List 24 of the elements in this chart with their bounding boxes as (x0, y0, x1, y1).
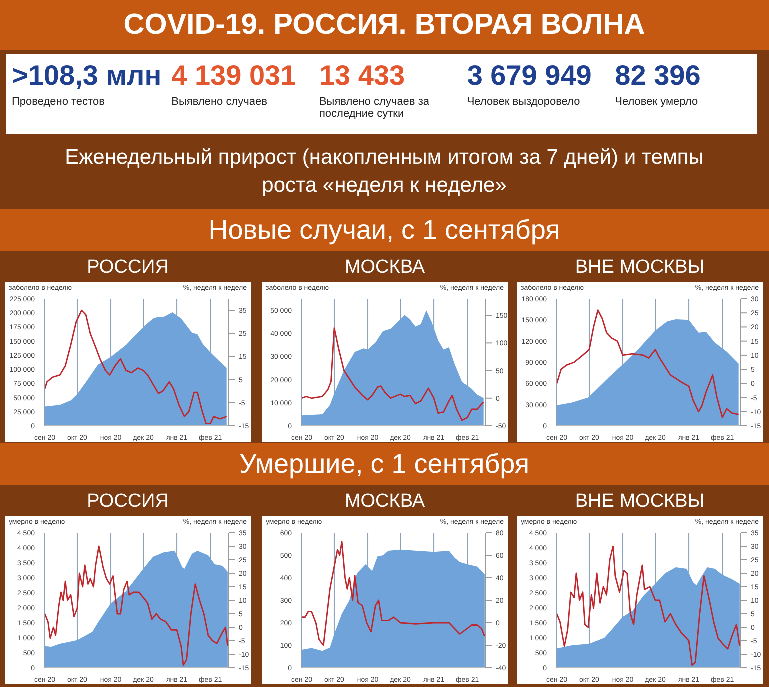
text: Человек выздоровело (467, 96, 582, 108)
text: Человек умерло (615, 96, 700, 108)
text: 13 433 (319, 60, 406, 92)
text: Выявлено случаев (172, 96, 268, 108)
text: Проведено тестов (12, 96, 106, 108)
line-series (302, 541, 486, 646)
line-series (557, 310, 740, 418)
chart-title: МОСКВА (262, 489, 508, 514)
line-series (302, 328, 485, 422)
text: Выявлено случаев за последние сутки (319, 96, 430, 120)
text: >108,3 млн (12, 60, 162, 92)
text: COVID-19. РОССИЯ. ВТОРАЯ ВОЛНА (0, 0, 769, 50)
text: Умершие, с 1 сентября (0, 443, 769, 485)
text: Еженедельный прирост (накопленным итогом за 7 дней) и темпы роста «неделя к неделе» (0, 139, 769, 205)
text: 3 679 949 (467, 60, 593, 92)
line-series (557, 546, 741, 666)
chart-title: ВНЕ МОСКВЫ (517, 255, 763, 280)
chart-title: МОСКВА (262, 255, 508, 280)
chart-title: ВНЕ МОСКВЫ (517, 489, 763, 514)
chart-title: РОССИЯ (5, 255, 251, 280)
text: Новые случаи, с 1 сентября (0, 209, 769, 251)
text: 82 396 (615, 60, 702, 92)
chart-title: РОССИЯ (5, 489, 251, 514)
text: 4 139 031 (172, 60, 298, 92)
